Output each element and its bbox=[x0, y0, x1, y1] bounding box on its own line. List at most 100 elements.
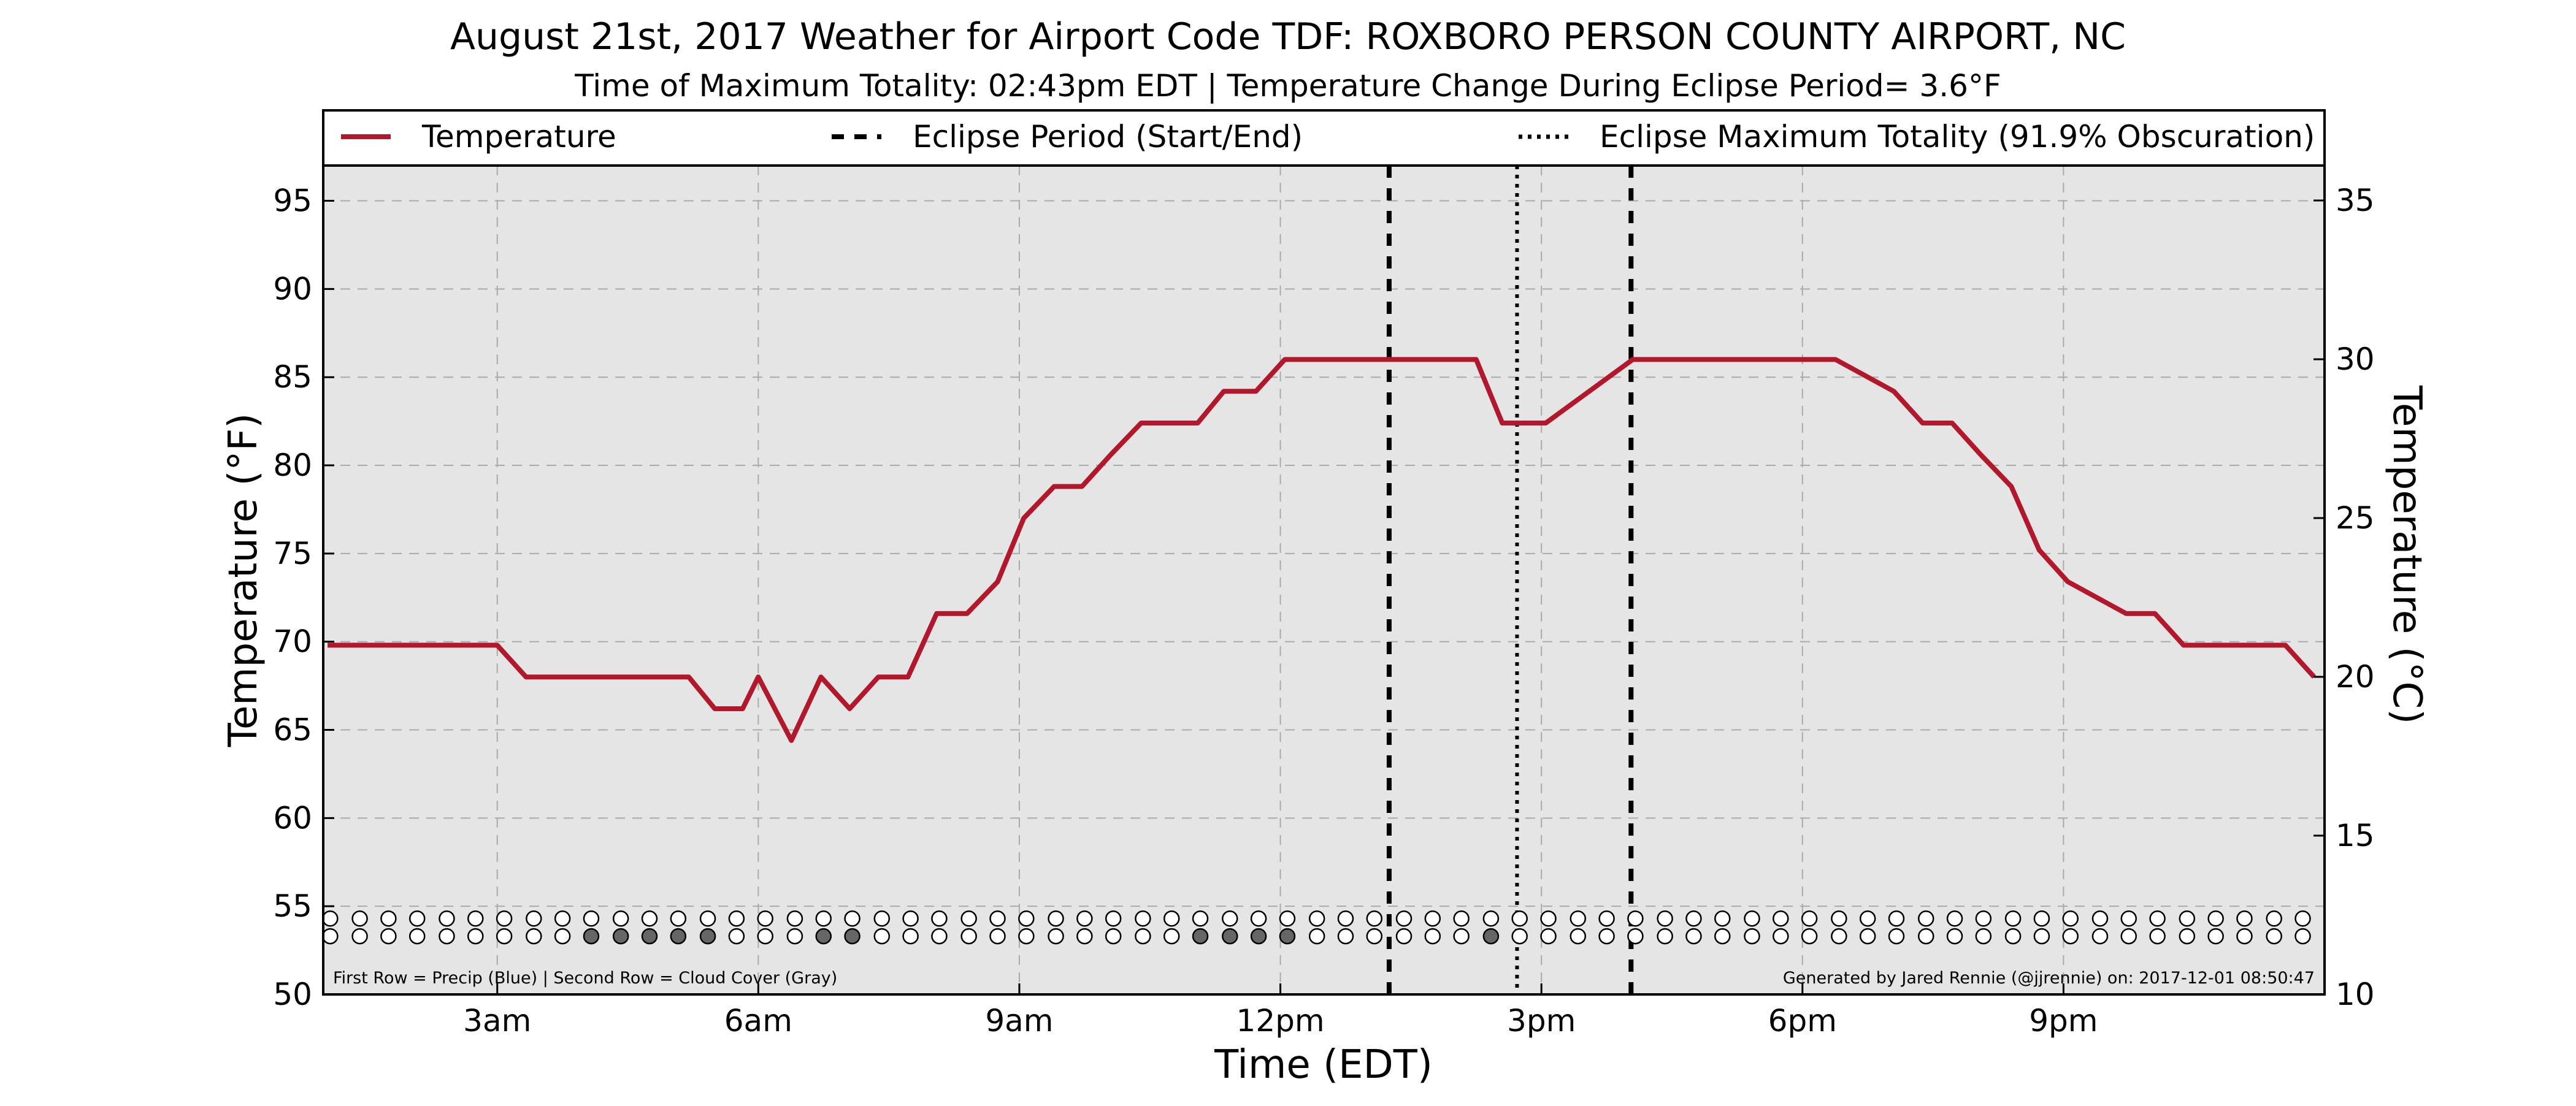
y2-tick-label: 15 bbox=[2336, 818, 2375, 853]
precip-marker bbox=[496, 910, 513, 927]
precip-marker bbox=[1337, 910, 1354, 927]
precip-marker bbox=[641, 910, 658, 927]
y-tick-label: 65 bbox=[273, 712, 312, 748]
precip-marker bbox=[2236, 910, 2253, 927]
x-tick-label: 9am bbox=[985, 1003, 1053, 1039]
precip-marker bbox=[931, 910, 948, 927]
precip-marker bbox=[1831, 910, 1847, 927]
cloud-cover-marker bbox=[670, 928, 687, 945]
cloud-cover-marker bbox=[786, 928, 803, 945]
precip-marker bbox=[1627, 910, 1644, 927]
cloud-cover-marker bbox=[612, 928, 629, 945]
y2-tick-label: 20 bbox=[2336, 659, 2375, 695]
footnote-left: First Row = Precip (Blue) | Second Row =… bbox=[333, 969, 837, 988]
cloud-cover-marker bbox=[408, 928, 426, 945]
y-tick-label: 60 bbox=[273, 800, 312, 836]
precip-marker bbox=[1076, 910, 1093, 927]
cloud-cover-marker bbox=[1395, 928, 1413, 945]
precip-marker bbox=[1917, 910, 1934, 927]
y-axis-label-left: Temperature (°F) bbox=[221, 413, 266, 748]
footnote-right: Generated by Jared Rennie (@jjrennie) on… bbox=[1783, 969, 2315, 988]
precip-marker bbox=[2004, 910, 2022, 927]
precip-marker bbox=[1135, 910, 1151, 927]
cloud-cover-marker bbox=[1859, 928, 1876, 945]
precip-marker bbox=[1859, 910, 1876, 927]
cloud-cover-marker bbox=[1801, 928, 1818, 945]
precip-marker bbox=[2033, 910, 2050, 927]
cloud-cover-marker bbox=[815, 928, 832, 945]
precip-marker bbox=[2179, 910, 2196, 927]
precip-marker bbox=[612, 910, 629, 927]
precip-marker bbox=[844, 910, 861, 927]
cloud-cover-marker bbox=[439, 928, 455, 945]
precip-marker bbox=[2149, 910, 2166, 927]
cloud-cover-marker bbox=[467, 928, 484, 945]
cloud-cover-marker bbox=[902, 928, 919, 945]
cloud-cover-marker bbox=[526, 928, 542, 945]
precip-marker bbox=[902, 910, 919, 927]
precip-marker bbox=[1222, 910, 1238, 927]
cloud-cover-marker bbox=[496, 928, 513, 945]
cloud-cover-marker bbox=[1279, 928, 1296, 945]
cloud-cover-marker bbox=[1714, 928, 1731, 945]
cloud-cover-marker bbox=[1657, 928, 1673, 945]
precip-marker bbox=[2294, 910, 2311, 927]
cloud-cover-marker bbox=[757, 928, 773, 945]
y-axis-left: 50 55 60 65 70 75 80 85 90 95 bbox=[273, 183, 334, 1012]
cloud-cover-marker bbox=[380, 928, 397, 945]
y-tick-label: 85 bbox=[273, 359, 312, 395]
cloud-cover-marker bbox=[1135, 928, 1151, 945]
precip-marker bbox=[1946, 910, 1963, 927]
cloud-cover-marker bbox=[2062, 928, 2079, 945]
cloud-cover-marker bbox=[1540, 928, 1557, 945]
precip-marker bbox=[1308, 910, 1325, 927]
precip-marker bbox=[1657, 910, 1673, 927]
precip-marker bbox=[2266, 910, 2282, 927]
y2-tick-label: 10 bbox=[2336, 977, 2375, 1012]
precip-marker bbox=[1163, 910, 1180, 927]
precip-marker bbox=[873, 910, 891, 927]
cloud-cover-marker bbox=[1773, 928, 1789, 945]
cloud-cover-marker bbox=[1598, 928, 1615, 945]
y2-tick-label: 25 bbox=[2336, 500, 2375, 536]
precip-marker bbox=[670, 910, 687, 927]
precip-marker bbox=[1018, 910, 1035, 927]
cloud-cover-marker bbox=[1744, 928, 1760, 945]
precip-marker bbox=[1048, 910, 1064, 927]
precip-marker bbox=[1744, 910, 1760, 927]
precip-marker bbox=[786, 910, 803, 927]
x-axis: 3am 6am 9am 12pm 3pm 6pm 9pm bbox=[463, 983, 2098, 1039]
cloud-cover-marker bbox=[1076, 928, 1093, 945]
cloud-cover-marker bbox=[2149, 928, 2166, 945]
cloud-cover-marker bbox=[844, 928, 861, 945]
y2-tick-label: 30 bbox=[2336, 341, 2375, 377]
cloud-cover-marker bbox=[1163, 928, 1180, 945]
precip-marker bbox=[322, 910, 339, 927]
y-tick-label: 50 bbox=[273, 977, 312, 1012]
cloud-cover-marker bbox=[1308, 928, 1325, 945]
precip-marker bbox=[467, 910, 484, 927]
legend-box bbox=[322, 109, 2326, 167]
cloud-cover-marker bbox=[2091, 928, 2109, 945]
eclipse-lines bbox=[1386, 166, 1634, 994]
precip-marker bbox=[815, 910, 832, 927]
precip-marker bbox=[380, 910, 397, 927]
y-tick-label: 55 bbox=[273, 888, 312, 924]
x-tick-label: 6pm bbox=[1768, 1003, 1837, 1039]
precip-marker bbox=[2207, 910, 2224, 927]
x-tick-label: 12pm bbox=[1236, 1003, 1325, 1039]
series-group bbox=[328, 357, 2316, 743]
cloud-cover-marker bbox=[728, 928, 745, 945]
cloud-cover-marker bbox=[2179, 928, 2196, 945]
legend-label-eclipse-period: Eclipse Period (Start/End) bbox=[913, 119, 1303, 154]
cloud-cover-marker bbox=[641, 928, 658, 945]
y-tick-label: 90 bbox=[273, 271, 312, 307]
precip-marker bbox=[2120, 910, 2137, 927]
cloud-cover-marker bbox=[1250, 928, 1267, 945]
precip-marker bbox=[960, 910, 977, 927]
legend: Temperature Eclipse Period (Start/End) E… bbox=[322, 109, 2326, 167]
y-tick-label: 95 bbox=[273, 183, 312, 219]
x-tick-label: 6am bbox=[724, 1003, 792, 1039]
cloud-cover-marker bbox=[2266, 928, 2282, 945]
